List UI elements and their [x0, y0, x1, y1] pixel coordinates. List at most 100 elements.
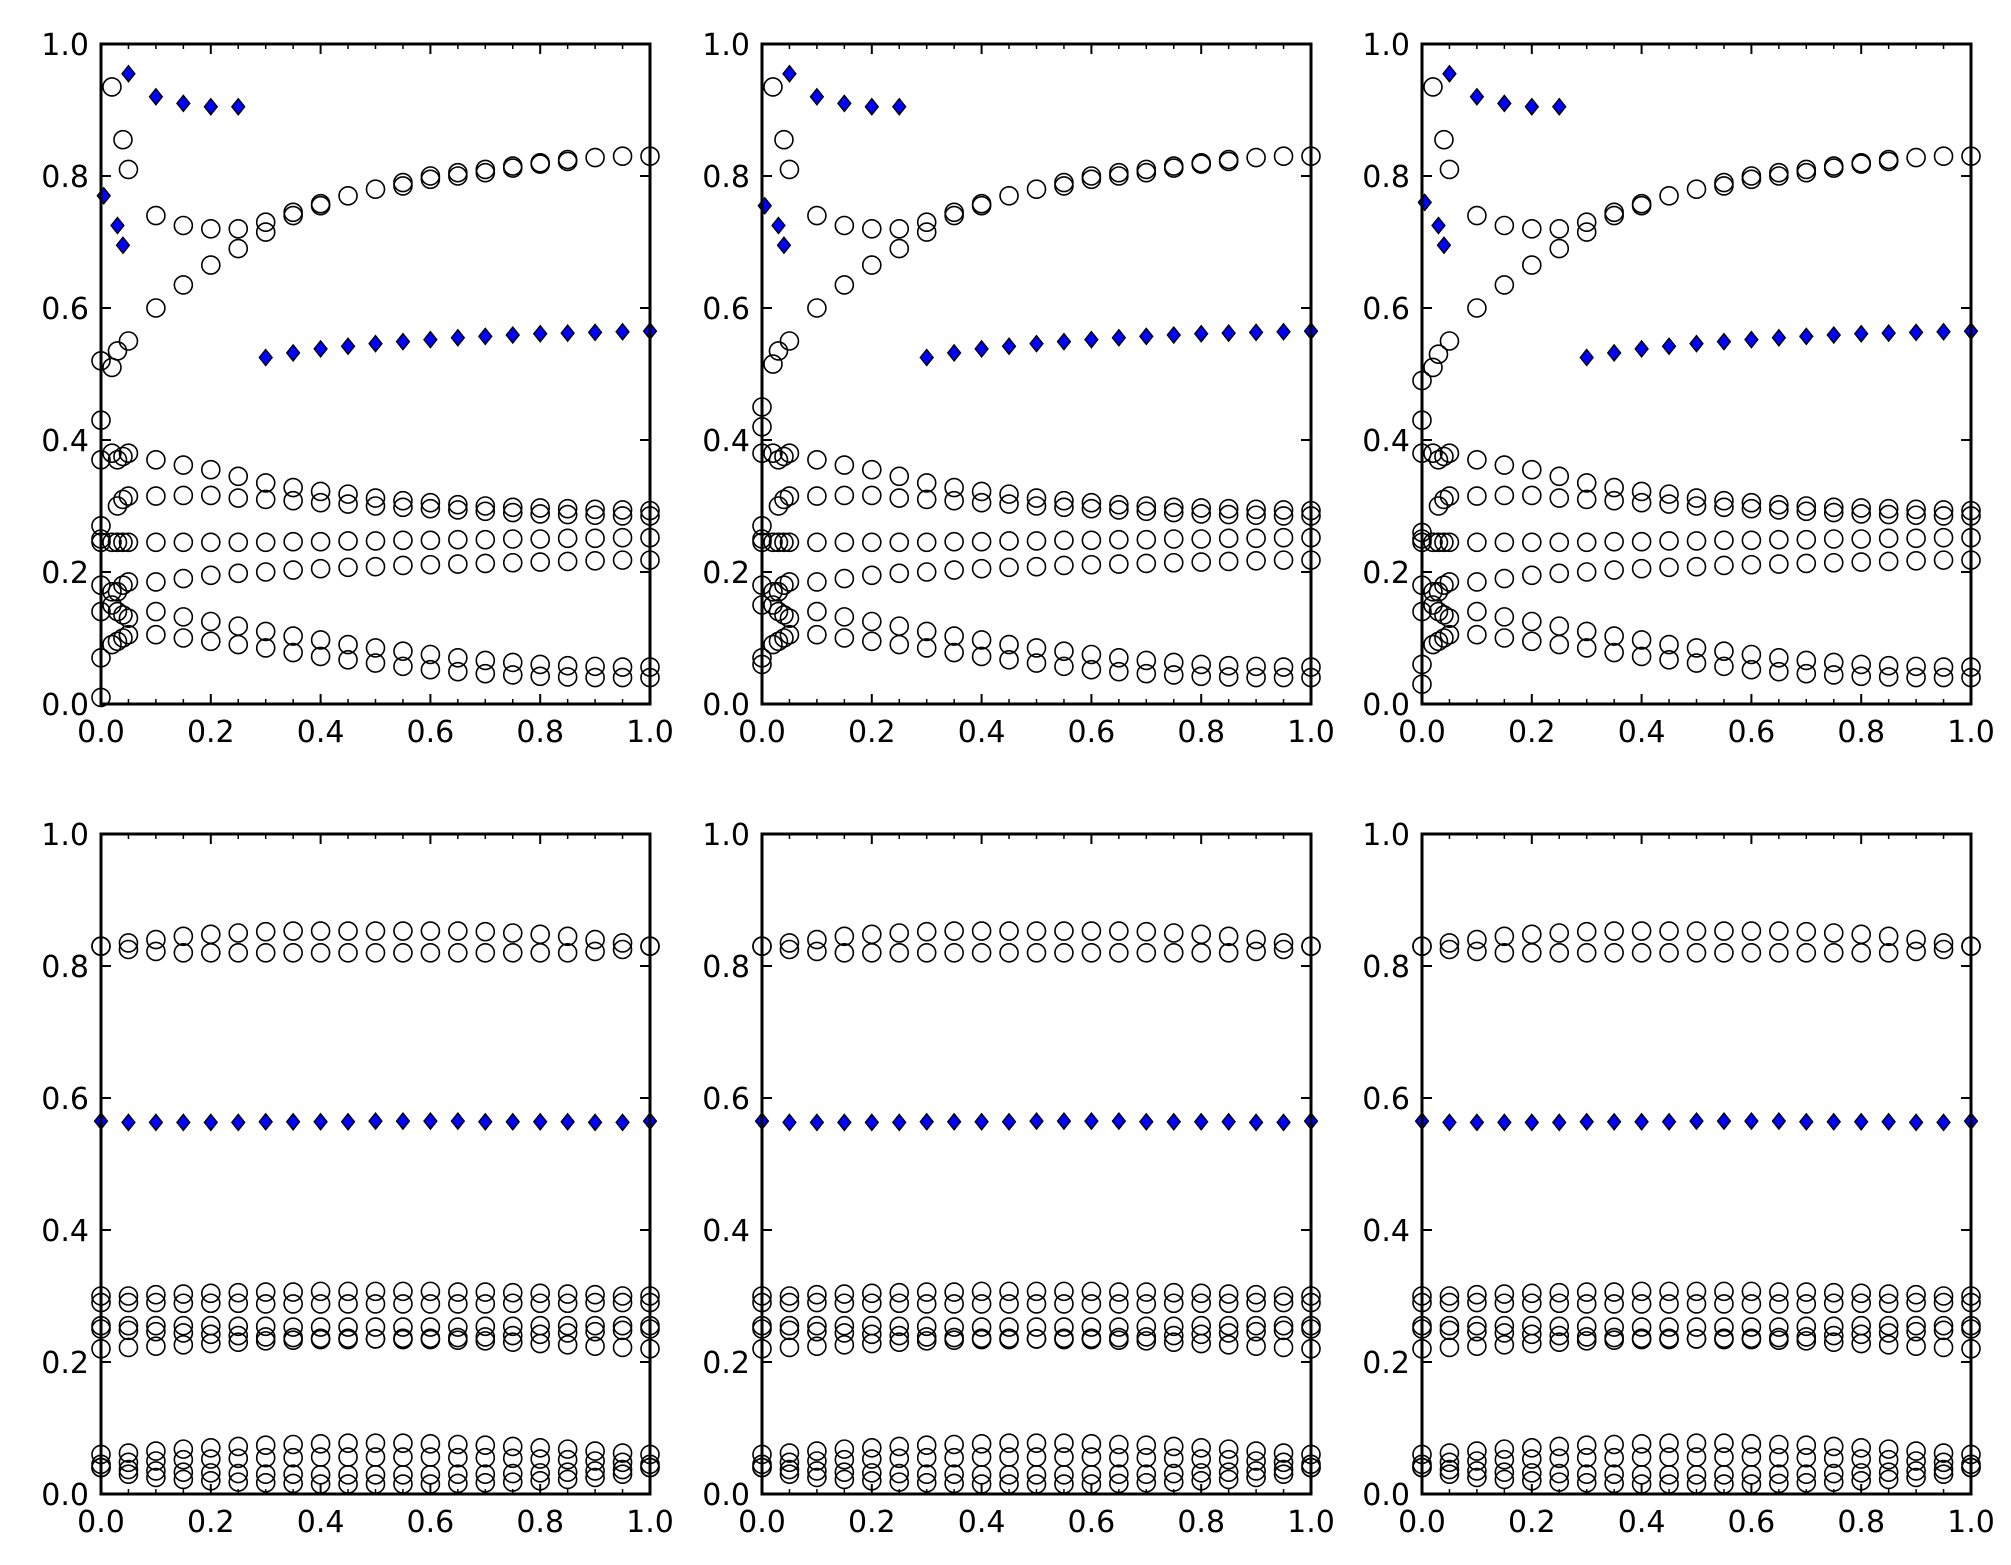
circle-point	[255, 1331, 276, 1351]
circle-point	[999, 531, 1019, 551]
circle-point	[1522, 1324, 1542, 1345]
circle-point	[1163, 1463, 1184, 1484]
circle-point	[1823, 552, 1844, 573]
circle-point	[1878, 1323, 1899, 1343]
circle-point	[365, 921, 386, 941]
circle-point	[916, 942, 937, 963]
circle-point	[1026, 531, 1047, 551]
circle-point	[283, 531, 303, 552]
circle-point	[763, 581, 783, 602]
circle-point	[530, 924, 551, 945]
diamond-point	[864, 1113, 880, 1132]
circle-point	[1549, 238, 1570, 259]
circle-point	[1246, 1321, 1266, 1342]
circle-point	[201, 255, 221, 275]
circle-point	[1686, 1317, 1707, 1337]
circle-point	[107, 631, 128, 652]
circle-point	[861, 1283, 882, 1304]
circle-point	[763, 634, 783, 655]
circle-point	[107, 496, 128, 516]
circle-point	[1218, 1284, 1239, 1304]
circle-point	[1136, 1464, 1157, 1484]
circle-point	[420, 169, 441, 190]
circle-point	[807, 572, 827, 592]
circle-point	[173, 1469, 194, 1490]
circle-point	[1576, 212, 1597, 232]
circle-point	[1823, 652, 1844, 673]
circle-point	[310, 481, 331, 502]
circle-point	[557, 1335, 578, 1355]
circle-point	[774, 628, 794, 648]
circle-point	[1439, 1452, 1460, 1473]
diamond-point	[1248, 323, 1264, 342]
circle-point	[1741, 554, 1762, 575]
circle-point	[1741, 659, 1762, 680]
circle-point	[1796, 1464, 1817, 1484]
circle-point	[612, 1337, 633, 1358]
circle-point	[420, 1329, 441, 1350]
circle-point	[1906, 1321, 1926, 1342]
circle-point	[107, 601, 128, 622]
circle-point	[1246, 499, 1266, 520]
circle-point	[113, 605, 133, 625]
y-tick-label: 0.6	[702, 1082, 750, 1117]
circle-point	[283, 202, 303, 223]
circle-point	[1604, 1282, 1624, 1302]
circle-point	[557, 1439, 578, 1459]
circle-point	[1109, 1464, 1129, 1484]
circle-point	[1851, 1293, 1871, 1314]
circle-point	[255, 212, 276, 232]
circle-point	[420, 1317, 441, 1337]
circle-point	[557, 667, 578, 687]
circle-point	[861, 1333, 882, 1354]
circle-point	[889, 1332, 910, 1352]
circle-point	[916, 638, 937, 658]
circle-point	[1604, 1447, 1624, 1468]
circle-point	[1741, 1294, 1762, 1314]
circle-point	[971, 1317, 992, 1337]
diamond-point	[1001, 337, 1017, 356]
circle-point	[834, 942, 855, 963]
circle-point	[1522, 1463, 1542, 1483]
circle-point	[1218, 528, 1239, 549]
circle-point	[365, 531, 386, 551]
diamond-point	[1661, 1112, 1677, 1131]
circle-point	[1273, 933, 1294, 953]
circle-point	[834, 1315, 855, 1336]
circle-point	[557, 1315, 578, 1336]
circle-point	[1741, 530, 1762, 551]
circle-point	[1494, 1335, 1515, 1355]
circle-point	[861, 1293, 882, 1314]
circle-point	[999, 186, 1019, 206]
circle-point	[1878, 942, 1899, 963]
circle-point	[763, 77, 783, 97]
circle-point	[1741, 1281, 1762, 1302]
axes-frame	[760, 42, 1313, 706]
circle-point	[1906, 1451, 1926, 1471]
circle-point	[889, 466, 910, 487]
circle-point	[1769, 647, 1789, 668]
diamond-point	[782, 1113, 797, 1132]
circle-point	[420, 498, 441, 519]
circle-point	[916, 222, 937, 242]
circle-point	[393, 497, 413, 518]
circle-point	[283, 560, 303, 580]
circle-point	[228, 1293, 249, 1314]
circle-point	[1659, 1317, 1679, 1337]
circle-point	[1439, 572, 1460, 592]
x-tick-label: 0.6	[407, 715, 455, 750]
circle-point	[1549, 219, 1570, 239]
circle-point	[255, 621, 276, 642]
circle-point	[1273, 667, 1294, 688]
circle-point	[1439, 939, 1460, 960]
circle-point	[1741, 1434, 1762, 1454]
circle-point	[146, 929, 166, 950]
y-tick-label: 0.8	[41, 950, 89, 985]
circle-point	[1522, 631, 1542, 652]
circle-point	[530, 153, 551, 173]
circle-point	[1851, 924, 1871, 945]
circle-point	[1163, 942, 1184, 963]
circle-point	[557, 655, 578, 676]
circle-point	[1191, 1449, 1211, 1469]
circle-point	[448, 1282, 468, 1302]
